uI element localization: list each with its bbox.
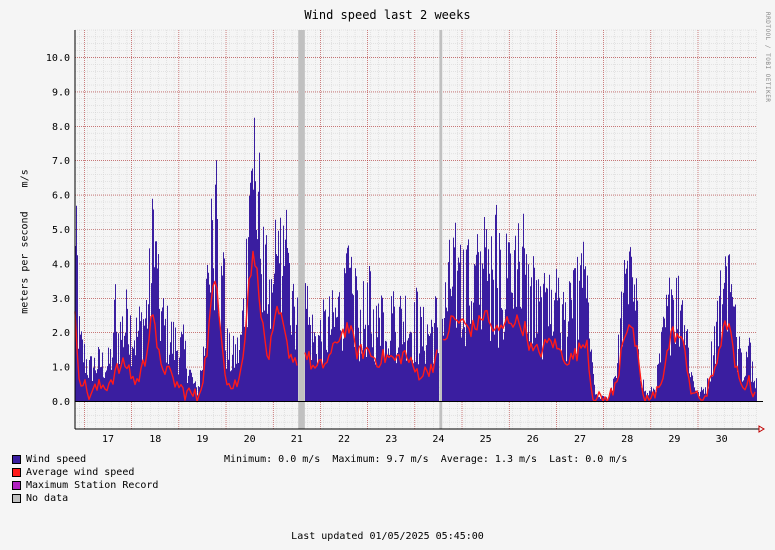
y-tick-label: 8.0: [52, 122, 70, 133]
x-tick-labels: 17 18 19 20 21 22 23 24 25 26 27 28 29 30: [102, 434, 728, 445]
legend-label: Maximum Station Record: [26, 480, 159, 491]
x-tick-label: 26: [527, 434, 539, 445]
average-wind-speed-line: [74, 250, 756, 403]
no-data-band: [439, 30, 443, 429]
chart-title: Wind speed last 2 weeks: [304, 8, 471, 22]
stat-maximum: Maximum: 9.7 m/s: [332, 454, 429, 465]
y-tick-label: 9.0: [52, 87, 70, 98]
y-tick-labels: 0.0 1.0 2.0 3.0 4.0 5.0 6.0 7.0 8.0 9.0 10.0: [46, 53, 70, 408]
wind-speed-bars: [75, 117, 757, 402]
x-tick-label: 28: [621, 434, 633, 445]
x-tick-label: 22: [338, 434, 350, 445]
stat-last: Last: 0.0 m/s: [549, 454, 628, 465]
y-axis-label: meters per second m/s: [19, 169, 31, 314]
x-tick-label: 19: [196, 434, 208, 445]
y-tick-label: 6.0: [52, 191, 70, 202]
x-tick-label: 25: [480, 434, 492, 445]
legend-label: Wind speed: [26, 454, 87, 465]
legend-label: No data: [26, 493, 69, 504]
last-updated: Last updated 01/05/2025 05:45:00: [291, 531, 484, 542]
legend-swatch-no-data: [12, 494, 21, 503]
y-tick-label: 2.0: [52, 328, 70, 339]
x-tick-label: 24: [432, 434, 444, 445]
legend-swatch-maximum-station-record: [12, 481, 21, 490]
legend-item-wind-speed: Wind speed: [12, 453, 158, 466]
legend-item-maximum-station-record: Maximum Station Record: [12, 479, 158, 492]
no-data-bands: [298, 30, 443, 429]
y-tick-label: 1.0: [52, 363, 70, 374]
x-tick-label: 27: [574, 434, 586, 445]
legend-item-no-data: No data: [12, 492, 158, 505]
y-tick-label: 10.0: [46, 53, 70, 64]
legend-label: Average wind speed: [26, 467, 135, 478]
y-tick-label: 3.0: [52, 294, 70, 305]
legend-swatch-wind-speed: [12, 455, 21, 464]
x-tick-label: 30: [716, 434, 728, 445]
legend-item-average-wind-speed: Average wind speed: [12, 466, 158, 479]
x-tick-label: 17: [102, 434, 114, 445]
x-tick-label: 23: [385, 434, 397, 445]
stat-minimum: Minimum: 0.0 m/s: [224, 454, 321, 465]
x-tick-label: 21: [291, 434, 303, 445]
x-axis-arrow: [758, 425, 765, 433]
y-tick-label: 4.0: [52, 259, 70, 270]
x-tick-label: 29: [668, 434, 680, 445]
x-tick-label: 20: [244, 434, 256, 445]
stat-average: Average: 1.3 m/s: [440, 454, 538, 465]
y-tick-label: 0.0: [52, 397, 70, 408]
wind-speed-area: [75, 117, 757, 402]
legend-swatch-average-wind-speed: [12, 468, 21, 477]
x-tick-label: 18: [149, 434, 161, 445]
no-data-band: [298, 30, 305, 429]
statistics-line: Minimum: 0.0 m/s Maximum: 9.7 m/s Averag…: [224, 454, 627, 465]
y-tick-label: 7.0: [52, 156, 70, 167]
rrdtool-watermark: RRDTOOL / TOBI OETIKER: [764, 12, 771, 103]
axes: [74, 30, 765, 433]
legend: Wind speed Average wind speed Maximum St…: [12, 453, 158, 505]
y-tick-label: 5.0: [52, 225, 70, 236]
